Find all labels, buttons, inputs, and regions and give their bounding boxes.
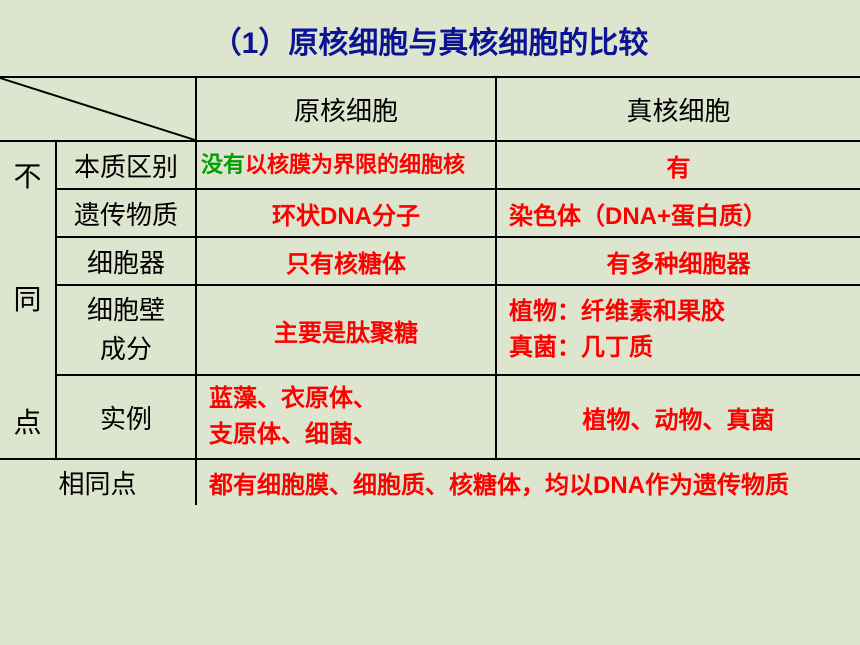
example-pro: 蓝藻、衣原体、支原体、细菌、 bbox=[196, 375, 496, 459]
diagonal-cell bbox=[0, 77, 196, 141]
genetic-label: 遗传物质 bbox=[56, 189, 196, 237]
row-organelle: 细胞器 只有核糖体 有多种细胞器 bbox=[0, 237, 860, 285]
wall-label: 细胞壁成分 bbox=[56, 285, 196, 375]
organelle-pro: 只有核糖体 bbox=[196, 237, 496, 285]
genetic-pro: 环状DNA分子 bbox=[196, 189, 496, 237]
essence-label: 本质区别 bbox=[56, 141, 196, 189]
organelle-label: 细胞器 bbox=[56, 237, 196, 285]
essence-pro: 没有以核膜为界限的细胞核 bbox=[196, 141, 496, 189]
row-wall: 细胞壁成分 主要是肽聚糖 植物：纤维素和果胶真菌：几丁质 bbox=[0, 285, 860, 375]
organelle-euk: 有多种细胞器 bbox=[496, 237, 860, 285]
example-euk: 植物、动物、真菌 bbox=[496, 375, 860, 459]
row-same: 相同点 都有细胞膜、细胞质、核糖体，均以DNA作为遗传物质 bbox=[0, 459, 860, 505]
header-eukaryote: 真核细胞 bbox=[496, 77, 860, 141]
genetic-euk: 染色体（DNA+蛋白质） bbox=[496, 189, 860, 237]
same-label: 相同点 bbox=[0, 459, 196, 505]
example-label: 实例 bbox=[56, 375, 196, 459]
page-title: （1）原核细胞与真核细胞的比较 bbox=[0, 0, 860, 76]
header-row: 原核细胞 真核细胞 bbox=[0, 77, 860, 141]
row-genetic: 遗传物质 环状DNA分子 染色体（DNA+蛋白质） bbox=[0, 189, 860, 237]
comparison-table: 原核细胞 真核细胞 不同点 本质区别 没有以核膜为界限的细胞核 有 遗传物质 环… bbox=[0, 76, 860, 505]
wall-euk: 植物：纤维素和果胶真菌：几丁质 bbox=[496, 285, 860, 375]
essence-euk: 有 bbox=[496, 141, 860, 189]
same-value: 都有细胞膜、细胞质、核糖体，均以DNA作为遗传物质 bbox=[196, 459, 860, 505]
row-example: 实例 蓝藻、衣原体、支原体、细菌、 植物、动物、真菌 bbox=[0, 375, 860, 459]
row-essence: 不同点 本质区别 没有以核膜为界限的细胞核 有 bbox=[0, 141, 860, 189]
header-prokaryote: 原核细胞 bbox=[196, 77, 496, 141]
diff-label: 不同点 bbox=[0, 141, 56, 459]
wall-pro: 主要是肽聚糖 bbox=[196, 285, 496, 375]
